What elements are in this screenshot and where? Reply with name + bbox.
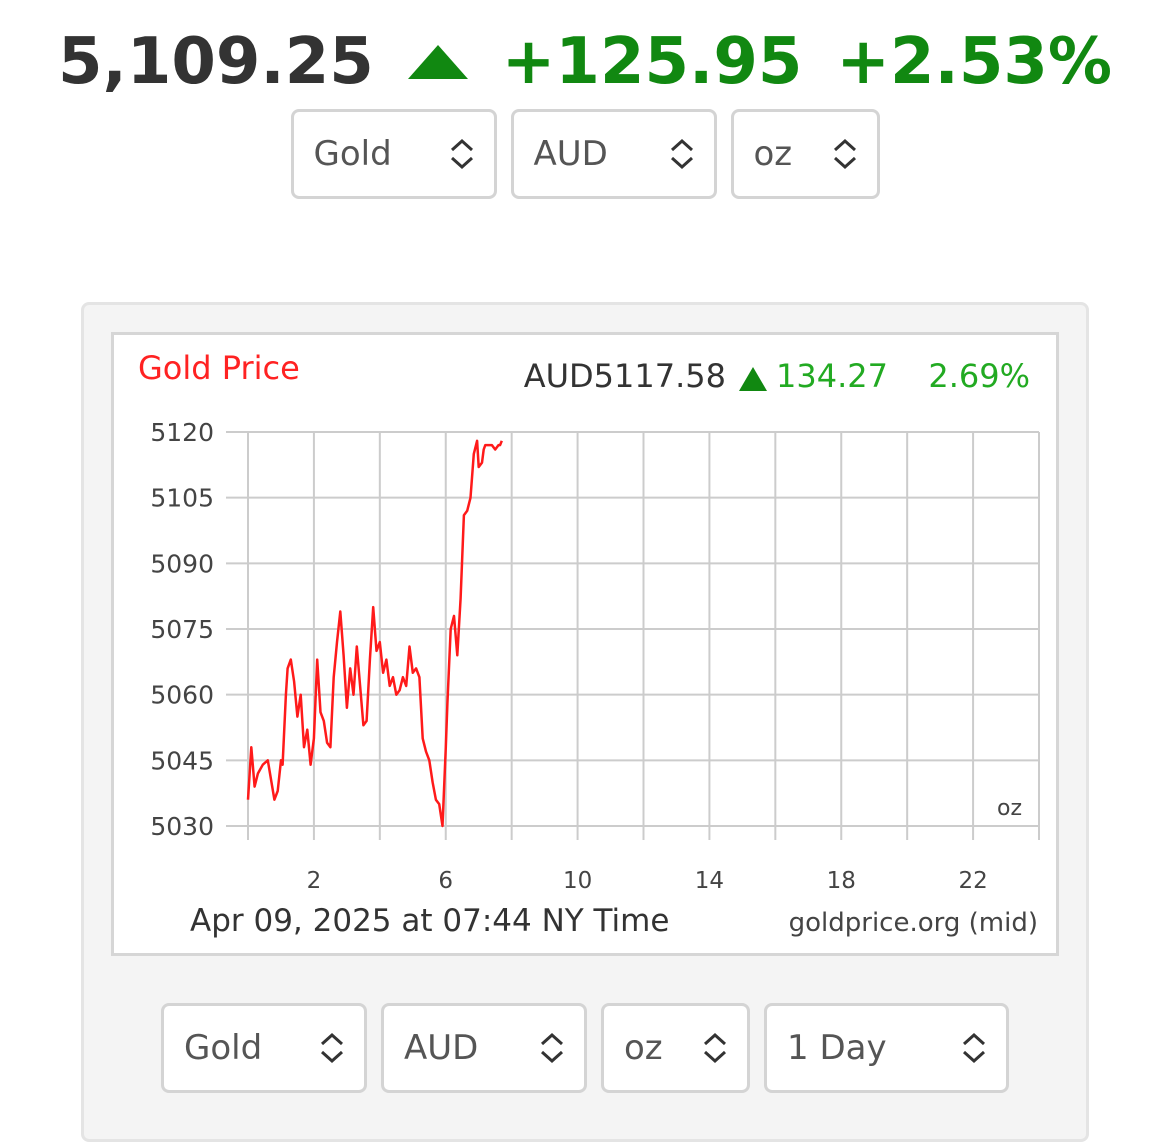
chart-range-select-value: 1 Day bbox=[787, 1028, 887, 1068]
unit-select-value: oz bbox=[753, 134, 793, 174]
chart-box: Gold Price AUD5117.58 134.27 2.69% 5030 5… bbox=[111, 332, 1059, 956]
currency-select-value: AUD bbox=[533, 134, 608, 174]
up-triangle-icon bbox=[407, 44, 468, 80]
gold-price-chart: Gold Price AUD5117.58 134.27 2.69% 50305… bbox=[138, 349, 1040, 939]
metal-select-value: Gold bbox=[313, 134, 392, 174]
y-tick-label: 5090 bbox=[150, 549, 214, 578]
currency-select[interactable]: AUD bbox=[510, 109, 717, 199]
chart-metal-select-value: Gold bbox=[184, 1028, 263, 1068]
price-change: +125.95 bbox=[501, 25, 803, 99]
chart-range-select[interactable]: 1 Day bbox=[764, 1003, 1009, 1093]
ticker-header: 5,109.25 +125.95 +2.53% bbox=[0, 22, 1170, 102]
chart-quote-change-percent: 2.69% bbox=[928, 357, 1030, 395]
unit-label: oz bbox=[997, 796, 1022, 821]
chart-metal-select[interactable]: Gold bbox=[161, 1003, 367, 1093]
chart-timestamp: Apr 09, 2025 at 07:44 NY Time bbox=[190, 903, 669, 939]
chart-currency-select-value: AUD bbox=[404, 1028, 479, 1068]
y-tick-label: 5120 bbox=[150, 418, 214, 447]
x-tick-label: 6 bbox=[438, 868, 453, 894]
top-selector-row: Gold AUD oz bbox=[0, 109, 1170, 199]
x-tick-label: 22 bbox=[958, 868, 987, 894]
chevron-up-down-icon bbox=[703, 1032, 727, 1064]
chart-title: Gold Price bbox=[138, 349, 300, 387]
current-price: 5,109.25 bbox=[57, 25, 374, 99]
y-tick-label: 5075 bbox=[150, 615, 214, 644]
unit-select[interactable]: oz bbox=[730, 109, 880, 199]
chart-source: goldprice.org (mid) bbox=[789, 908, 1038, 938]
chart-unit-select[interactable]: oz bbox=[601, 1003, 750, 1093]
metal-select[interactable]: Gold bbox=[290, 109, 497, 199]
x-tick-label: 18 bbox=[827, 868, 856, 894]
chart-quote: AUD5117.58 134.27 2.69% bbox=[524, 357, 1030, 395]
chevron-up-down-icon bbox=[962, 1032, 986, 1064]
y-tick-label: 5030 bbox=[150, 812, 214, 841]
x-tick-label: 2 bbox=[307, 868, 322, 894]
up-triangle-icon bbox=[739, 367, 767, 391]
chart-grid bbox=[226, 431, 1040, 840]
chart-unit-select-value: oz bbox=[624, 1028, 663, 1068]
y-tick-label: 5105 bbox=[150, 484, 214, 513]
chevron-up-down-icon bbox=[540, 1032, 564, 1064]
chart-currency-select[interactable]: AUD bbox=[381, 1003, 587, 1093]
bottom-selector-row: Gold AUD oz 1 Day bbox=[0, 1003, 1170, 1093]
chevron-up-down-icon bbox=[450, 138, 473, 170]
chart-quote-change: 134.27 bbox=[776, 357, 888, 395]
x-tick-label: 14 bbox=[695, 868, 724, 894]
y-axis: 5030 5045 5060 5075 5090 5105 5120 bbox=[150, 418, 214, 841]
chevron-up-down-icon bbox=[670, 138, 693, 170]
chevron-up-down-icon bbox=[320, 1032, 344, 1064]
y-tick-label: 5045 bbox=[150, 746, 214, 775]
x-tick-label: 10 bbox=[563, 868, 592, 894]
x-axis: 2 6 10 14 18 22 bbox=[307, 868, 988, 894]
series-line bbox=[246, 439, 503, 828]
chevron-up-down-icon bbox=[833, 138, 856, 170]
price-change-percent: +2.53% bbox=[836, 25, 1113, 99]
y-tick-label: 5060 bbox=[150, 681, 214, 710]
chart-quote-price: AUD5117.58 bbox=[524, 357, 726, 395]
